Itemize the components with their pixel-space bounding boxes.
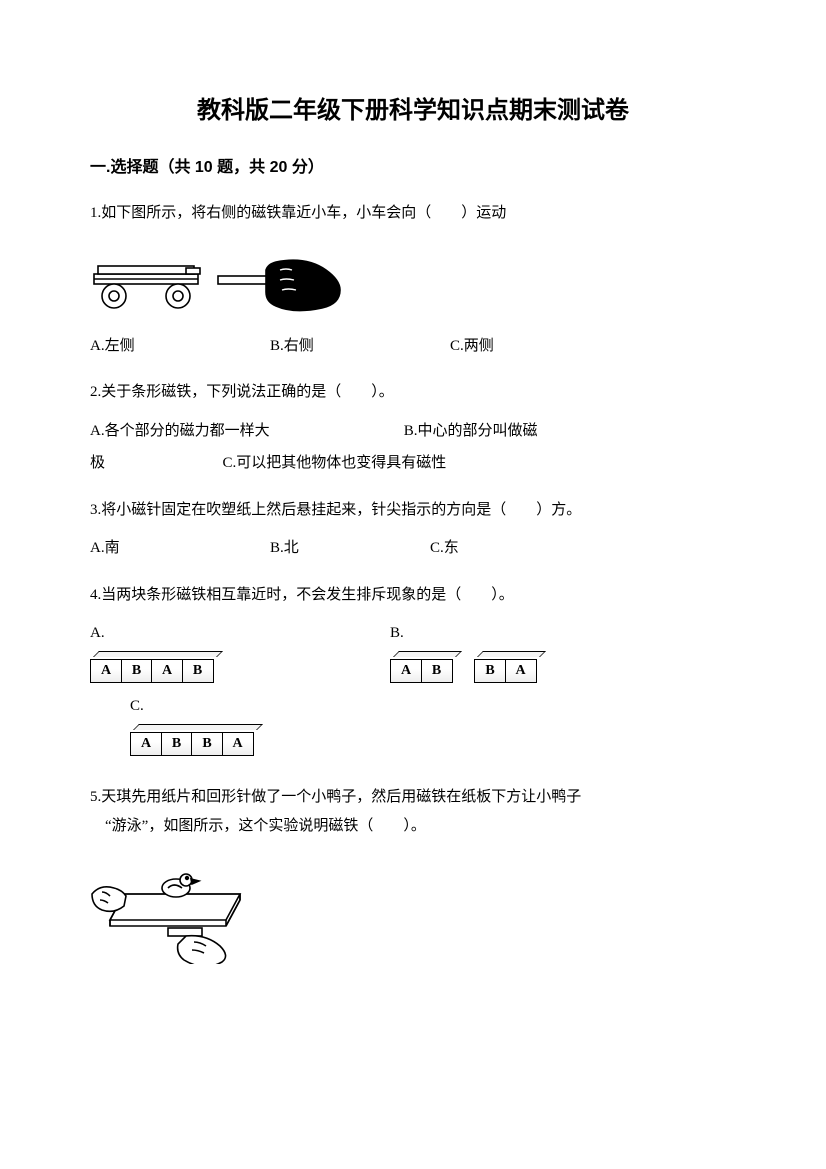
- q1-text: 1.如下图所示，将右侧的磁铁靠近小车，小车会向（ ）运动: [90, 199, 736, 228]
- q3-opt-a: A.南: [90, 534, 270, 563]
- mag-cell: A: [151, 659, 183, 683]
- mag-cell: A: [90, 659, 122, 683]
- mag-cell: A: [130, 732, 162, 756]
- q4-opt-a: A. A B A B: [90, 619, 390, 684]
- q2-opt-b: B.中心的部分叫做磁: [404, 417, 538, 446]
- q3-text: 3.将小磁针固定在吹塑纸上然后悬挂起来，针尖指示的方向是（ ）方。: [90, 496, 736, 525]
- question-1: 1.如下图所示，将右侧的磁铁靠近小车，小车会向（ ）运动: [90, 199, 736, 360]
- q4-b-magnet-right: B A: [474, 656, 537, 685]
- q5-line2: “游泳”，如图所示，这个实验说明磁铁（ ）。: [90, 812, 736, 841]
- q3-opt-c: C.东: [430, 534, 610, 563]
- question-2: 2.关于条形磁铁，下列说法正确的是（ ）。 A.各个部分的磁力都一样大 B.中心…: [90, 378, 736, 478]
- mag-cell: B: [161, 732, 193, 756]
- q4-label-a: A.: [90, 619, 390, 648]
- q2-line2: 极 C.可以把其他物体也变得具有磁性: [90, 449, 736, 478]
- section-header: 一.选择题（共 10 题，共 20 分）: [90, 153, 736, 177]
- mag-cell: A: [505, 659, 537, 683]
- q4-label-c: C.: [130, 692, 430, 721]
- q4-c-magnet: A B B A: [130, 729, 254, 758]
- q4-a-magnet: A B A B: [90, 656, 214, 685]
- q3-options: A.南 B.北 C.东: [90, 534, 736, 563]
- q4-text: 4.当两块条形磁铁相互靠近时，不会发生排斥现象的是（ ）。: [90, 581, 736, 610]
- mag-cell: B: [421, 659, 453, 683]
- mag-cell: A: [390, 659, 422, 683]
- mag-cell: A: [222, 732, 254, 756]
- q2-line1: A.各个部分的磁力都一样大 B.中心的部分叫做磁: [90, 417, 736, 446]
- q1-options: A.左侧 B.右侧 C.两侧: [90, 332, 736, 361]
- q1-opt-a: A.左侧: [90, 332, 270, 361]
- mag-cell: B: [121, 659, 153, 683]
- page-title: 教科版二年级下册科学知识点期末测试卷: [90, 90, 736, 125]
- q5-figure: [90, 854, 736, 964]
- question-5: 5.天琪先用纸片和回形针做了一个小鸭子，然后用磁铁在纸板下方让小鸭子 “游泳”，…: [90, 783, 736, 964]
- q1-opt-c: C.两侧: [450, 332, 630, 361]
- question-4: 4.当两块条形磁铁相互靠近时，不会发生排斥现象的是（ ）。 A. A B A B…: [90, 581, 736, 766]
- q1-opt-b: B.右侧: [270, 332, 450, 361]
- mag-cell: B: [182, 659, 214, 683]
- q5-line1: 5.天琪先用纸片和回形针做了一个小鸭子，然后用磁铁在纸板下方让小鸭子: [90, 783, 736, 812]
- q4-b-magnet-left: A B: [390, 656, 453, 685]
- question-3: 3.将小磁针固定在吹塑纸上然后悬挂起来，针尖指示的方向是（ ）方。 A.南 B.…: [90, 496, 736, 563]
- q2-text: 2.关于条形磁铁，下列说法正确的是（ ）。: [90, 378, 736, 407]
- q4-options: A. A B A B B. A B B: [90, 619, 736, 765]
- mag-cell: B: [191, 732, 223, 756]
- q4-opt-c: C. A B B A: [130, 692, 430, 757]
- q2-opt-c: C.可以把其他物体也变得具有磁性: [223, 455, 447, 471]
- q3-opt-b: B.北: [270, 534, 430, 563]
- q4-opt-b: B. A B B A: [390, 619, 690, 684]
- q2-opt-b-cont: 极: [90, 455, 105, 471]
- mag-cell: B: [474, 659, 506, 683]
- q1-figure: [90, 240, 736, 318]
- q2-opt-a: A.各个部分的磁力都一样大: [90, 417, 400, 446]
- q4-label-b: B.: [390, 619, 690, 648]
